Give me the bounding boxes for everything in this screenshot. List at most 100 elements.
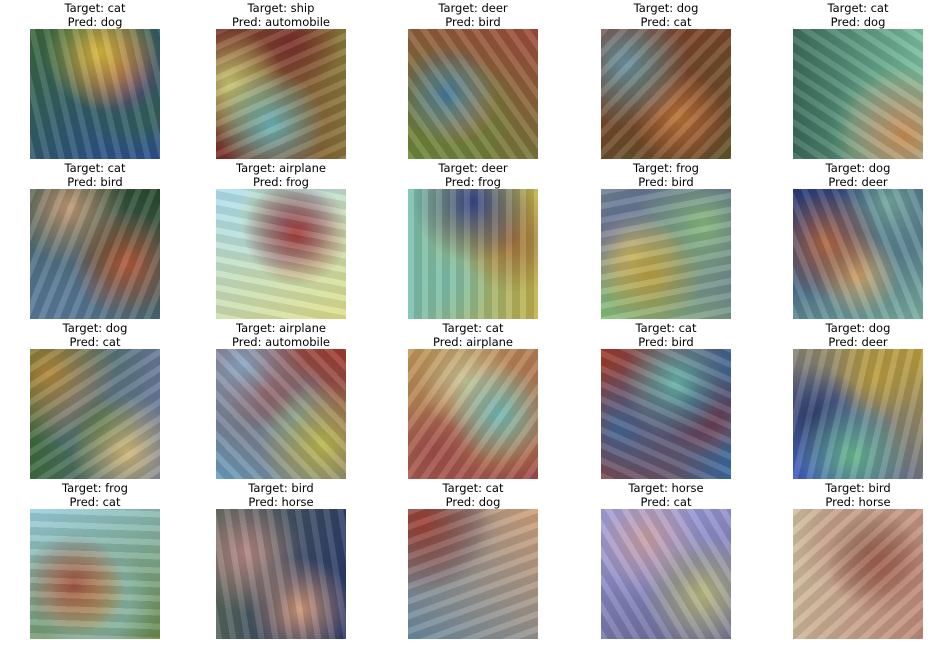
sample-cell: Target: frog Pred: cat bbox=[0, 480, 190, 640]
sample-cell: Target: cat Pred: airplane bbox=[378, 320, 568, 480]
target-label: Target: bird bbox=[825, 481, 891, 495]
target-label: Target: airplane bbox=[236, 161, 326, 175]
gradcam-heatmap-image bbox=[601, 29, 731, 159]
target-label: Target: bird bbox=[248, 481, 314, 495]
sample-title: Target: frog Pred: cat bbox=[0, 481, 190, 509]
target-label: Target: dog bbox=[62, 321, 128, 335]
sample-cell: Target: horse Pred: cat bbox=[571, 480, 761, 640]
gradcam-heatmap-image bbox=[216, 29, 346, 159]
sample-cell: Target: cat Pred: dog bbox=[763, 0, 937, 160]
gradcam-heatmap-image bbox=[408, 349, 538, 479]
sample-title: Target: ship Pred: automobile bbox=[186, 1, 376, 29]
target-label: Target: horse bbox=[628, 481, 704, 495]
sample-title: Target: horse Pred: cat bbox=[571, 481, 761, 509]
target-label: Target: cat bbox=[442, 481, 504, 495]
pred-label: Pred: dog bbox=[67, 14, 123, 29]
pred-label: Pred: bird bbox=[638, 174, 694, 189]
gradcam-heatmap-image bbox=[216, 349, 346, 479]
gradcam-heatmap-image bbox=[793, 349, 923, 479]
target-label: Target: cat bbox=[442, 321, 504, 335]
sample-title: Target: bird Pred: horse bbox=[186, 481, 376, 509]
target-label: Target: frog bbox=[633, 161, 699, 175]
sample-title: Target: cat Pred: dog bbox=[763, 1, 937, 29]
target-label: Target: cat bbox=[64, 1, 126, 15]
pred-label: Pred: dog bbox=[830, 14, 886, 29]
pred-label: Pred: automobile bbox=[232, 334, 330, 349]
gradcam-heatmap-image bbox=[408, 509, 538, 639]
gradcam-heatmap-image bbox=[216, 509, 346, 639]
target-label: Target: airplane bbox=[236, 321, 326, 335]
target-label: Target: dog bbox=[633, 1, 699, 15]
gradcam-heatmap-image bbox=[30, 509, 160, 639]
gradcam-heatmap-image bbox=[793, 29, 923, 159]
sample-title: Target: cat Pred: airplane bbox=[378, 321, 568, 349]
sample-cell: Target: dog Pred: cat bbox=[571, 0, 761, 160]
sample-title: Target: airplane Pred: automobile bbox=[186, 321, 376, 349]
sample-cell: Target: cat Pred: bird bbox=[571, 320, 761, 480]
pred-label: Pred: frog bbox=[253, 174, 309, 189]
target-label: Target: deer bbox=[438, 161, 508, 175]
sample-cell: Target: cat Pred: dog bbox=[0, 0, 190, 160]
gradcam-heatmap-image bbox=[601, 189, 731, 319]
pred-label: Pred: bird bbox=[638, 334, 694, 349]
sample-cell: Target: cat Pred: dog bbox=[378, 480, 568, 640]
sample-cell: Target: airplane Pred: frog bbox=[186, 160, 376, 320]
target-label: Target: deer bbox=[438, 1, 508, 15]
gradcam-heatmap-image bbox=[30, 349, 160, 479]
target-label: Target: cat bbox=[635, 321, 697, 335]
sample-cell: Target: cat Pred: bird bbox=[0, 160, 190, 320]
pred-label: Pred: horse bbox=[248, 494, 314, 509]
gradcam-heatmap-image bbox=[793, 509, 923, 639]
sample-cell: Target: dog Pred: deer bbox=[763, 160, 937, 320]
sample-title: Target: dog Pred: deer bbox=[763, 161, 937, 189]
pred-label: Pred: bird bbox=[67, 174, 123, 189]
sample-cell: Target: bird Pred: horse bbox=[186, 480, 376, 640]
sample-cell: Target: dog Pred: cat bbox=[0, 320, 190, 480]
gradcam-heatmap-image bbox=[30, 189, 160, 319]
pred-label: Pred: cat bbox=[69, 334, 121, 349]
target-label: Target: ship bbox=[247, 1, 315, 15]
pred-label: Pred: cat bbox=[640, 494, 692, 509]
sample-title: Target: frog Pred: bird bbox=[571, 161, 761, 189]
sample-cell: Target: dog Pred: deer bbox=[763, 320, 937, 480]
pred-label: Pred: dog bbox=[445, 494, 501, 509]
sample-cell: Target: deer Pred: frog bbox=[378, 160, 568, 320]
sample-cell: Target: bird Pred: horse bbox=[763, 480, 937, 640]
gradcam-heatmap-image bbox=[408, 189, 538, 319]
sample-cell: Target: deer Pred: bird bbox=[378, 0, 568, 160]
sample-title: Target: deer Pred: bird bbox=[378, 1, 568, 29]
sample-cell: Target: ship Pred: automobile bbox=[186, 0, 376, 160]
pred-label: Pred: deer bbox=[828, 174, 888, 189]
sample-title: Target: dog Pred: deer bbox=[763, 321, 937, 349]
pred-label: Pred: horse bbox=[825, 494, 891, 509]
target-label: Target: dog bbox=[825, 161, 891, 175]
sample-title: Target: airplane Pred: frog bbox=[186, 161, 376, 189]
gradcam-heatmap-image bbox=[601, 349, 731, 479]
gradcam-heatmap-image bbox=[793, 189, 923, 319]
gradcam-heatmap-image bbox=[30, 29, 160, 159]
sample-title: Target: cat Pred: dog bbox=[378, 481, 568, 509]
target-label: Target: frog bbox=[62, 481, 128, 495]
target-label: Target: dog bbox=[825, 321, 891, 335]
sample-cell: Target: airplane Pred: automobile bbox=[186, 320, 376, 480]
sample-title: Target: dog Pred: cat bbox=[0, 321, 190, 349]
gradcam-heatmap-image bbox=[408, 29, 538, 159]
pred-label: Pred: deer bbox=[828, 334, 888, 349]
pred-label: Pred: automobile bbox=[232, 14, 330, 29]
sample-title: Target: cat Pred: bird bbox=[0, 161, 190, 189]
target-label: Target: cat bbox=[64, 161, 126, 175]
pred-label: Pred: bird bbox=[445, 14, 501, 29]
gradcam-heatmap-image bbox=[216, 189, 346, 319]
sample-title: Target: cat Pred: dog bbox=[0, 1, 190, 29]
pred-label: Pred: cat bbox=[69, 494, 121, 509]
sample-title: Target: dog Pred: cat bbox=[571, 1, 761, 29]
sample-cell: Target: frog Pred: bird bbox=[571, 160, 761, 320]
pred-label: Pred: frog bbox=[445, 174, 501, 189]
sample-title: Target: deer Pred: frog bbox=[378, 161, 568, 189]
gradcam-heatmap-image bbox=[601, 509, 731, 639]
pred-label: Pred: airplane bbox=[433, 334, 513, 349]
sample-title: Target: cat Pred: bird bbox=[571, 321, 761, 349]
sample-title: Target: bird Pred: horse bbox=[763, 481, 937, 509]
target-label: Target: cat bbox=[827, 1, 889, 15]
pred-label: Pred: cat bbox=[640, 14, 692, 29]
